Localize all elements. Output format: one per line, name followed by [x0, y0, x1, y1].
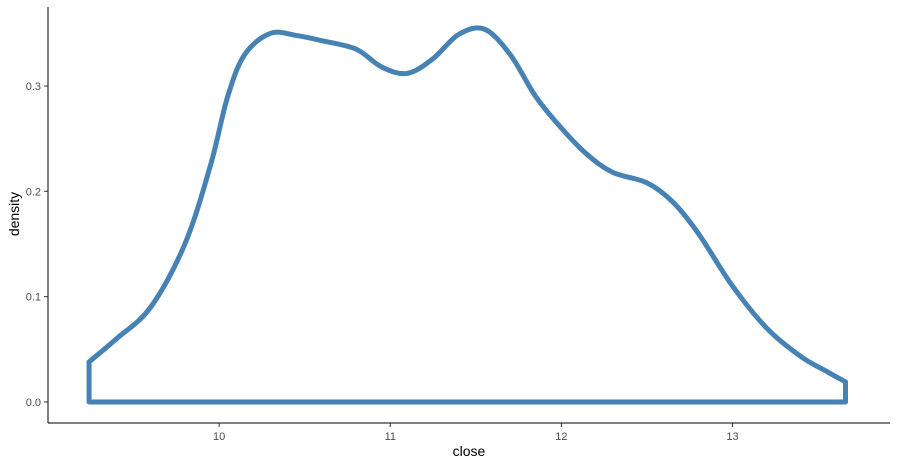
- x-tick-label: 12: [555, 431, 567, 443]
- x-tick-label: 11: [385, 431, 396, 443]
- y-tick-label: 0.1: [26, 292, 41, 304]
- plot-area: [86, 25, 848, 405]
- x-axis-title: close: [453, 443, 486, 459]
- x-axis-ticks: 10 11 12 13: [213, 423, 739, 443]
- y-axis-ticks: 0.0 0.1 0.2 0.3: [26, 81, 48, 409]
- x-tick-label: 13: [726, 431, 738, 443]
- y-tick-label: 0.2: [26, 186, 41, 198]
- y-tick-label: 0.0: [26, 397, 41, 409]
- x-tick-label: 10: [213, 431, 225, 443]
- y-tick-label: 0.3: [26, 81, 41, 93]
- y-axis-title: density: [6, 192, 22, 236]
- density-series-0: [86, 25, 848, 405]
